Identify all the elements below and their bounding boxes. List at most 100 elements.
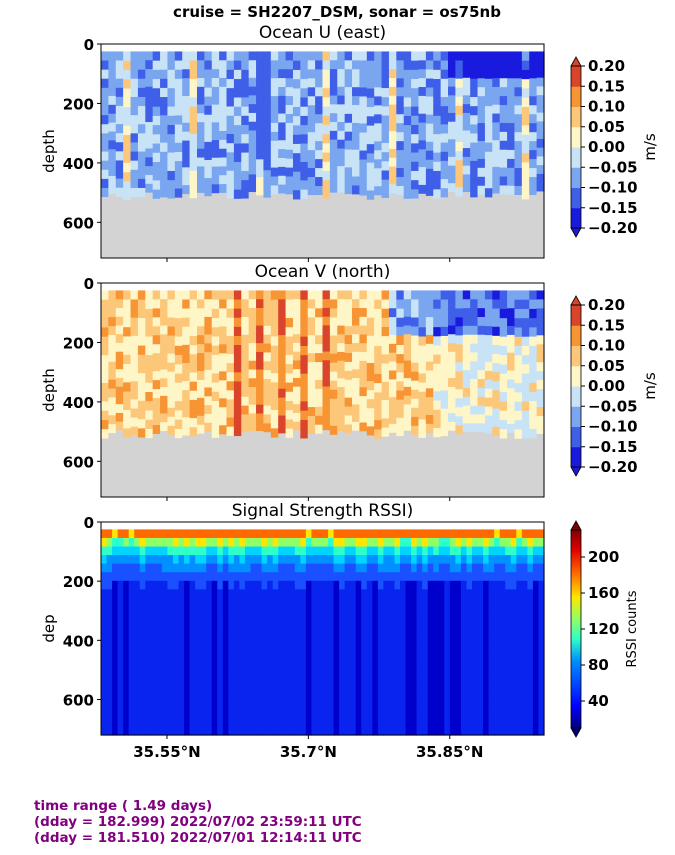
heatmap-cell — [270, 345, 279, 356]
heatmap-cell — [108, 317, 117, 327]
heatmap-cell — [418, 87, 427, 97]
heatmap-cell — [344, 726, 351, 736]
heatmap-cell — [440, 290, 449, 301]
seabed-mask — [167, 434, 176, 497]
heatmap-cell — [233, 546, 241, 556]
heatmap-cell — [263, 106, 272, 117]
heatmap-cell — [294, 537, 301, 548]
heatmap-cell — [499, 185, 508, 195]
heatmap-cell — [189, 308, 198, 319]
heatmap-cell — [172, 529, 180, 539]
colorbar: 0.200.150.100.050.00−0.05−0.10−0.15−0.20… — [570, 295, 659, 477]
heatmap-cell — [307, 371, 316, 381]
heatmap-cell — [184, 666, 191, 676]
heatmap-cell — [350, 623, 357, 633]
heatmap-cell — [337, 86, 346, 97]
heatmap-cell — [300, 290, 309, 301]
heatmap-cell — [130, 344, 139, 355]
heatmap-cell — [322, 360, 331, 370]
heatmap-cell — [418, 158, 427, 168]
heatmap-cell — [256, 186, 265, 196]
heatmap-cell — [418, 401, 427, 411]
heatmap-cell — [329, 130, 338, 141]
heatmap-cell — [337, 395, 346, 406]
heatmap-cell — [115, 151, 124, 162]
heatmap-cell — [366, 134, 375, 145]
heatmap-cell — [189, 649, 196, 659]
heatmap-cell — [256, 649, 263, 659]
heatmap-cell — [359, 334, 368, 344]
heatmap-cell — [507, 290, 516, 300]
heatmap-cell — [361, 700, 368, 710]
heatmap-cell — [411, 529, 418, 539]
colorbar-band — [571, 406, 581, 427]
heatmap-cell — [294, 700, 301, 710]
heatmap-cell — [470, 188, 479, 198]
heatmap-cell — [101, 401, 109, 412]
heatmap-cell — [377, 606, 385, 616]
heatmap-cell — [300, 572, 307, 582]
heatmap-cell — [514, 392, 523, 403]
heatmap-cell — [248, 77, 257, 88]
heatmap-cell — [529, 308, 538, 319]
seabed-mask — [137, 437, 146, 497]
heatmap-cell — [394, 717, 401, 728]
heatmap-cell — [440, 124, 449, 135]
heatmap-cell — [206, 649, 213, 659]
heatmap-cell — [248, 104, 257, 114]
heatmap-cell — [292, 404, 301, 414]
heatmap-cell — [211, 364, 220, 374]
heatmap-cell — [278, 546, 285, 556]
heatmap-cell — [416, 640, 423, 650]
heatmap-cell — [477, 649, 484, 659]
heatmap-cell — [172, 640, 180, 650]
heatmap-cell — [189, 692, 196, 702]
seabed-mask — [145, 438, 154, 497]
heatmap-cell — [233, 354, 242, 364]
heatmap-cell — [462, 361, 471, 371]
heatmap-cell — [449, 683, 456, 693]
heatmap-cell — [211, 666, 218, 676]
heatmap-cell — [322, 580, 329, 590]
heatmap-cell — [137, 187, 146, 198]
heatmap-cell — [101, 364, 109, 375]
heatmap-cell — [130, 51, 139, 62]
heatmap-cell — [311, 597, 318, 608]
heatmap-cell — [106, 580, 113, 590]
heatmap-cell — [241, 414, 250, 424]
heatmap-cell — [400, 709, 407, 719]
heatmap-cell — [248, 156, 257, 167]
heatmap-cell — [244, 580, 252, 590]
heatmap-cell — [328, 529, 335, 539]
heatmap-cell — [418, 318, 427, 328]
heatmap-cell — [250, 726, 257, 736]
heatmap-cell — [123, 318, 132, 328]
heatmap-cell — [248, 360, 257, 371]
heatmap-cell — [211, 95, 220, 106]
heatmap-cell — [145, 95, 154, 105]
heatmap-cell — [514, 420, 523, 431]
seabed-mask — [182, 435, 191, 497]
heatmap-cell — [381, 372, 390, 383]
heatmap-cell — [134, 537, 141, 548]
heatmap-cell — [477, 317, 486, 327]
heatmap-cell — [167, 597, 174, 608]
heatmap-cell — [196, 139, 205, 150]
heatmap-cell — [172, 717, 180, 728]
heatmap-cell — [278, 632, 285, 642]
heatmap-cell — [499, 176, 508, 187]
heatmap-cell — [315, 424, 324, 435]
heatmap-cell — [204, 316, 213, 327]
heatmap-cell — [499, 632, 506, 642]
heatmap-cell — [278, 675, 285, 685]
heatmap-cell — [538, 597, 545, 608]
heatmap-cell — [352, 131, 361, 142]
heatmap-cell — [438, 692, 445, 702]
heatmap-cell — [108, 379, 117, 390]
heatmap-cell — [137, 51, 146, 62]
heatmap-cell — [160, 97, 169, 107]
heatmap-cell — [374, 290, 383, 301]
heatmap-cell — [204, 290, 213, 300]
heatmap-cell — [329, 77, 338, 88]
heatmap-cell — [156, 623, 163, 633]
